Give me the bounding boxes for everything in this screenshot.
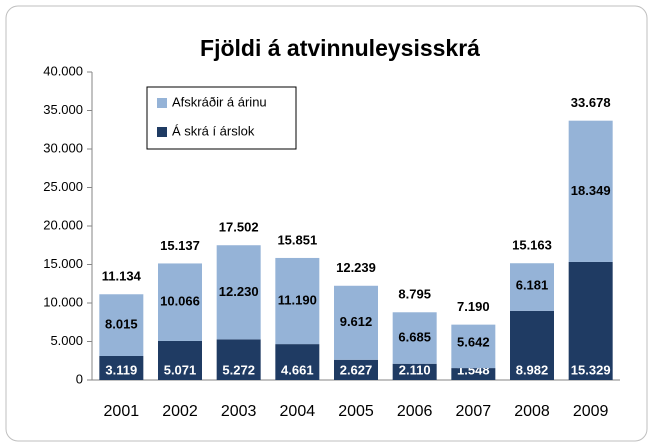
value-label: 5.071 [164,362,197,377]
bar-segment [510,263,554,311]
x-tick-label: 2002 [162,403,198,420]
value-label: 2.627 [340,362,373,377]
x-tick-label: 2007 [456,403,492,420]
value-label: 11.190 [278,292,317,307]
value-label: 6.685 [398,329,431,344]
value-label: 9.612 [340,314,373,329]
x-tick-label: 2001 [104,403,140,420]
bar-segment [334,359,378,380]
legend-label: Á skrá í árslok [172,123,255,138]
y-tick-label: 5.000 [50,333,83,348]
legend-swatch [157,98,167,108]
value-label: 8.982 [516,362,549,377]
x-tick-label: 2003 [221,403,257,420]
y-tick-label: 40.000 [43,63,83,78]
value-label: 5.642 [457,335,490,350]
x-tick-label: 2004 [280,403,316,420]
bar-segment [99,294,144,356]
legend-swatch [157,127,167,137]
total-label: 15.163 [512,238,552,253]
bar-segment [275,257,320,345]
value-label: 15.329 [571,362,611,377]
legend-label: Afskráðir á árinu [172,94,267,109]
bar-segment [216,339,261,380]
value-label: 2.110 [399,362,431,377]
y-tick-label: 35.000 [43,102,83,117]
bar-segment [451,324,496,369]
x-tick-label: 2006 [397,403,433,420]
x-tick-label: 2008 [514,403,550,420]
x-tick-label: 2005 [338,403,374,420]
bar-segment [334,285,378,360]
value-label: 18.349 [571,183,611,198]
bar-segment [158,340,202,380]
chart-title: Fjöldi á atvinnuleysisskrá [200,35,480,61]
bar-segment [99,355,144,380]
value-label: 5.272 [222,362,255,377]
y-tick-label: 10.000 [43,294,83,309]
total-label: 15.137 [160,238,200,253]
bar-segment [568,261,613,380]
value-label: 4.661 [281,362,314,377]
value-label: 6.181 [516,277,549,292]
y-tick-label: 25.000 [43,179,83,194]
y-tick-label: 30.000 [43,140,83,155]
legend [146,86,297,150]
total-label: 12.239 [336,260,376,275]
total-label: 7.190 [457,299,490,314]
total-label: 33.678 [571,95,611,110]
y-tick-label: 20.000 [43,217,83,232]
bar-segment [392,363,437,380]
total-label: 15.851 [277,232,317,247]
value-label: 10.066 [160,294,200,309]
bar-segment [216,245,261,340]
value-label: 12.230 [219,284,259,299]
bar-segment [275,344,320,380]
y-tick-label: 0 [76,371,83,386]
y-tick-label: 15.000 [43,256,83,271]
total-label: 8.795 [398,287,431,302]
bar-segment [568,120,613,262]
total-label: 17.502 [219,220,259,235]
bar-segment [510,310,554,380]
bar-segment [451,368,496,380]
value-label: 8.015 [105,317,138,332]
x-tick-label: 2009 [573,403,609,420]
bar-segment [392,312,437,364]
bar-segment [158,263,202,341]
value-label: 3.119 [105,362,137,377]
total-label: 11.134 [102,269,142,284]
